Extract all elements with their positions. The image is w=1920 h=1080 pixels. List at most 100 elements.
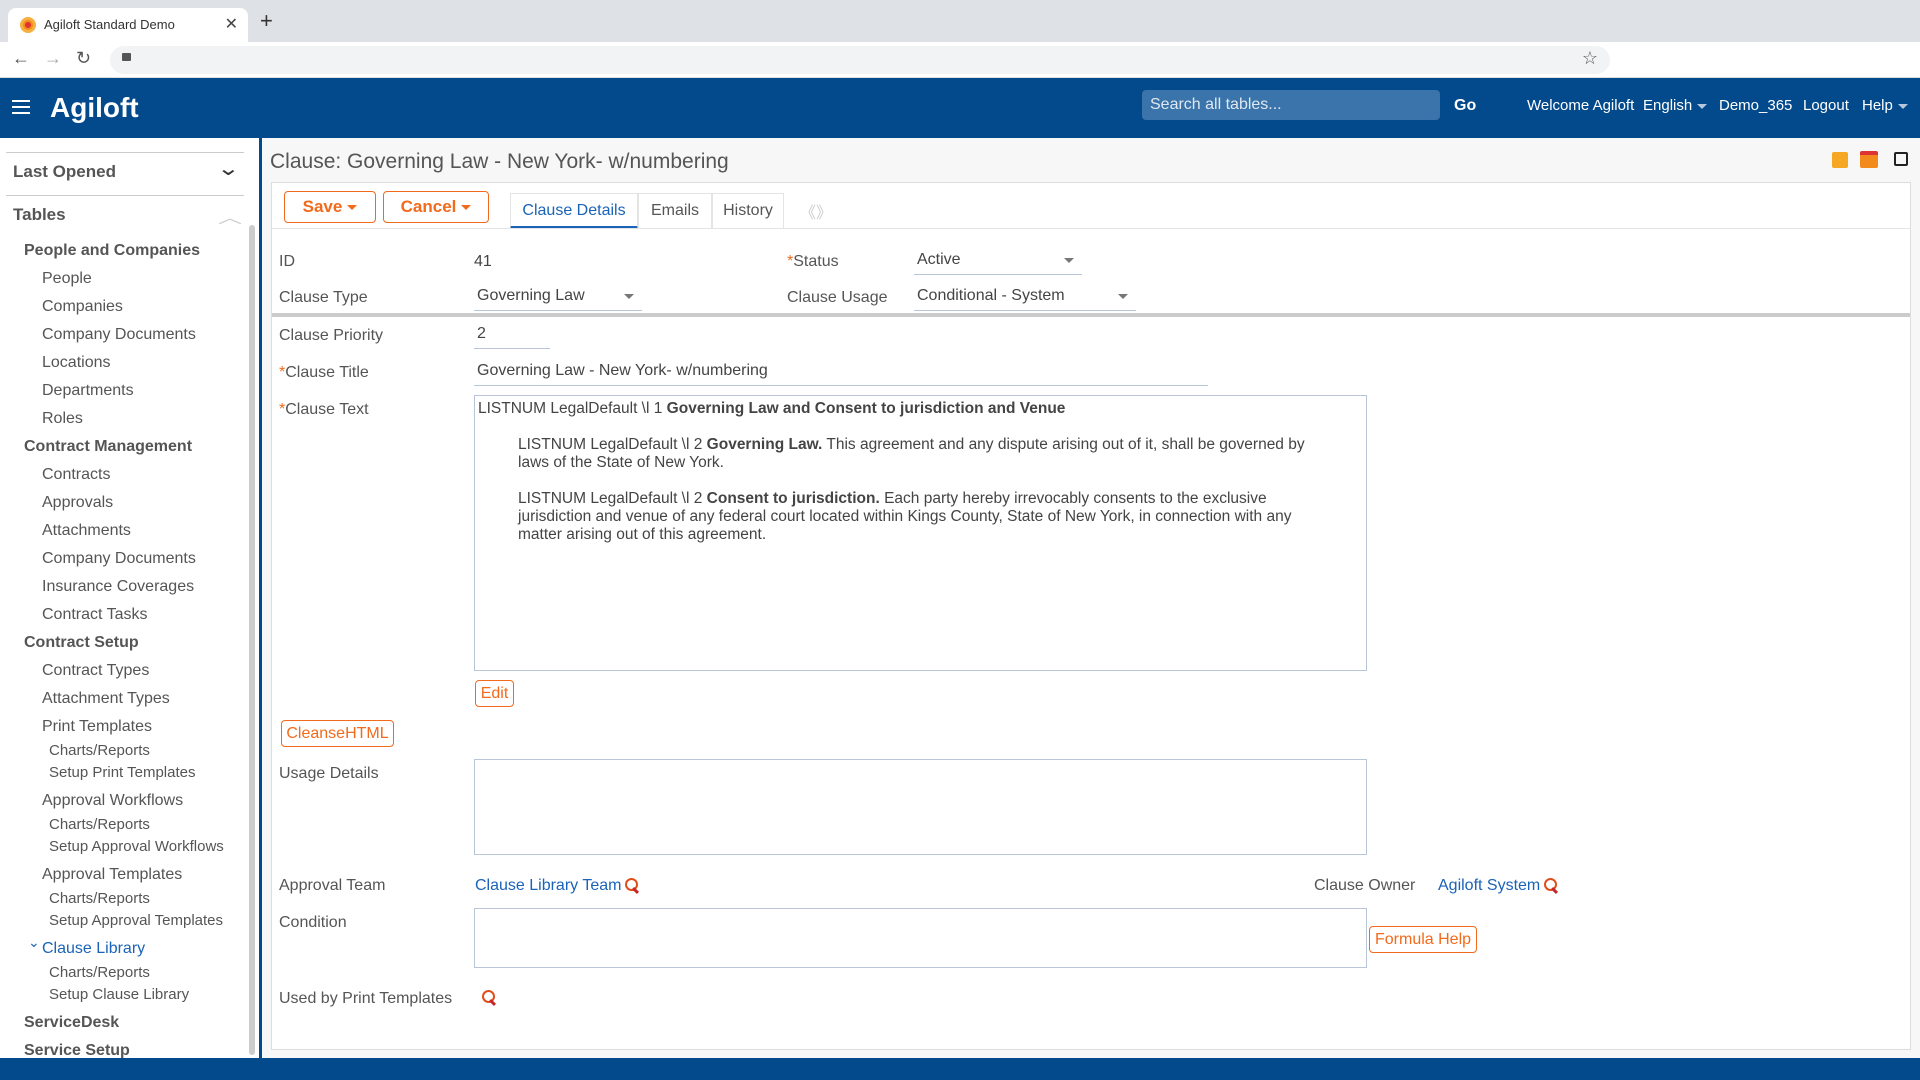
chevron-down-icon[interactable]: ⌄ [216,158,241,180]
sidebar-item[interactable]: Locations [42,354,111,372]
sidebar-item-label: Print Templates [42,718,152,735]
tab-emails[interactable]: Emails [638,193,712,229]
clause-text-label: *Clause Text [279,401,369,418]
kb-name-link[interactable]: Demo_365 [1719,97,1793,114]
sidebar-item[interactable]: Approval Workflows [42,792,183,810]
sidebar-item[interactable]: ServiceDesk [24,1014,119,1032]
search-lookup-icon[interactable] [624,877,640,894]
sidebar-item-label: Charts/Reports [49,742,150,759]
tab-history[interactable]: History [712,193,784,229]
search-lookup-icon[interactable] [481,989,497,1006]
sidebar-item-label: Setup Approval Workflows [49,838,224,855]
search-input[interactable] [1142,90,1440,120]
caret-down-icon [1064,258,1074,263]
bookmark-star-icon[interactable]: ☆ [1581,48,1598,68]
clause-text-viewer[interactable]: LISTNUM LegalDefault \l 1 Governing Law … [474,395,1367,671]
sidebar-item-label: Contract Management [24,438,193,455]
language-menu[interactable]: English [1643,97,1708,114]
sidebar-item[interactable]: Setup Approval Templates [49,912,223,929]
condition-textarea[interactable] [474,908,1367,968]
sidebar-item[interactable]: People [42,270,92,288]
sidebar-scrollbar[interactable] [249,225,255,1055]
sidebar-item-label: Departments [42,382,134,399]
sidebar-item[interactable]: Contract Tasks [42,606,148,624]
status-select[interactable]: Active [914,249,1082,275]
sidebar: Last Opened ⌄ Tables ︿ People and Compan… [0,138,260,1058]
browser-tab-strip: Agiloft Standard Demo ✕ + [0,0,1920,42]
usage-details-label: Usage Details [279,765,379,782]
back-icon[interactable]: ← [12,48,30,68]
sidebar-item-label: People and Companies [24,242,201,259]
clause-type-select[interactable]: Governing Law [474,285,642,311]
clause-title-input[interactable]: Governing Law - New York- w/numbering [474,360,1208,386]
help-menu[interactable]: Help [1862,97,1908,114]
tab-scroll-arrows-icon[interactable]: 《》 [800,205,833,222]
reload-icon[interactable]: ↻ [76,48,92,68]
sidebar-item[interactable]: Setup Clause Library [49,986,189,1003]
sidebar-item[interactable]: Roles [42,410,83,428]
sidebar-item[interactable]: Contract Types [42,662,149,680]
sidebar-item-label: Contracts [42,466,111,483]
chevron-down-icon: ⌄ [28,934,40,950]
sidebar-item[interactable]: Charts/Reports [49,816,150,833]
clause-usage-label: Clause Usage [787,289,888,306]
sidebar-item[interactable]: Setup Print Templates [49,764,195,781]
sidebar-item[interactable]: Contract Management [24,438,192,456]
sidebar-item-label: Service Setup [24,1042,130,1058]
hamburger-menu-icon[interactable] [12,100,30,114]
sidebar-item-label: Approval Workflows [42,792,184,809]
url-bar[interactable]: ☆ [110,46,1610,74]
close-tab-icon[interactable]: ✕ [224,16,238,33]
usage-details-textarea[interactable] [474,759,1367,855]
last-opened-section[interactable]: Last Opened [13,162,116,181]
email-icon[interactable] [1860,151,1878,168]
print-icon[interactable] [1832,152,1848,168]
save-button[interactable]: Save [284,191,376,223]
sidebar-item[interactable]: Print Templates [42,718,152,736]
sidebar-item[interactable]: Approvals [42,494,113,512]
caret-down-icon [1897,103,1908,109]
clause-usage-select[interactable]: Conditional - System [914,285,1136,311]
edit-button[interactable]: Edit [475,680,514,707]
status-value: Active [917,251,961,268]
clause-paragraph: LISTNUM LegalDefault \l 1 Governing Law … [478,400,1066,417]
sidebar-item[interactable]: Company Documents [42,550,196,568]
sidebar-item[interactable]: Departments [42,382,134,400]
tables-section[interactable]: Tables [13,205,66,224]
id-label: ID [279,253,295,270]
sidebar-item[interactable]: Approval Templates [42,866,182,884]
search-lookup-icon[interactable] [1543,877,1559,894]
sidebar-item[interactable]: Charts/Reports [49,890,150,907]
sidebar-item[interactable]: Setup Approval Workflows [49,838,224,855]
sidebar-item[interactable]: Companies [42,298,123,316]
sidebar-item[interactable]: Contract Setup [24,634,139,652]
popout-window-icon[interactable] [1894,152,1908,166]
sidebar-item[interactable]: Contracts [42,466,110,484]
browser-tab[interactable]: Agiloft Standard Demo ✕ [8,8,248,42]
new-tab-icon[interactable]: + [260,8,273,33]
go-button[interactable]: Go [1454,97,1477,114]
cleanse-html-button[interactable]: CleanseHTML [281,720,394,747]
sidebar-item[interactable]: Attachment Types [42,690,170,708]
cancel-button[interactable]: Cancel [383,191,489,223]
address-bar-row: ← → ↻ ☆ [0,42,1920,78]
sidebar-item[interactable]: Charts/Reports [49,964,150,981]
caret-down-icon [1697,103,1708,109]
clause-priority-input[interactable]: 2 [474,323,550,349]
sidebar-item[interactable]: ⌄ Clause Library [28,934,145,958]
sidebar-item[interactable]: Insurance Coverages [42,578,194,596]
tab-clause-details[interactable]: Clause Details [510,193,638,229]
forward-icon[interactable]: → [44,48,62,68]
sidebar-item[interactable]: Service Setup [24,1042,130,1058]
sidebar-item[interactable]: People and Companies [24,242,200,260]
sidebar-item-label: Setup Approval Templates [49,912,224,929]
chevron-up-icon[interactable]: ︿ [217,210,243,227]
sidebar-item-label: Setup Print Templates [49,764,196,781]
sidebar-item[interactable]: Attachments [42,522,131,540]
save-label: Save [302,197,343,216]
formula-help-button[interactable]: Formula Help [1369,926,1477,953]
sidebar-item[interactable]: Company Documents [42,326,196,344]
sidebar-item[interactable]: Charts/Reports [49,742,150,759]
logout-link[interactable]: Logout [1803,97,1849,114]
footer-bar [0,1058,1920,1080]
